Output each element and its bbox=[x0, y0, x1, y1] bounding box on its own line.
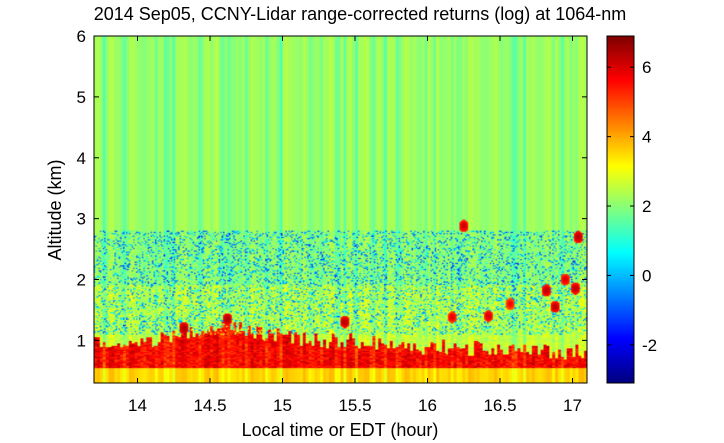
colorbar-frame bbox=[606, 35, 635, 384]
plot-frame bbox=[93, 35, 588, 384]
heatmap-plot: 14 14.5 15 15.5 16 16.5 17 1 2 3 4 5 6 bbox=[77, 27, 588, 415]
y-axis-label: Altitude (km) bbox=[45, 159, 65, 260]
x-tick-label: 14 bbox=[128, 396, 147, 415]
x-tick-label: 15 bbox=[273, 396, 292, 415]
x-tick-label: 16.5 bbox=[483, 396, 516, 415]
colorbar-tick-label: -2 bbox=[642, 336, 657, 355]
y-tick-label: 2 bbox=[77, 271, 86, 290]
x-axis: 14 14.5 15 15.5 16 16.5 17 bbox=[128, 36, 582, 415]
colorbar-tick-label: 2 bbox=[642, 197, 651, 216]
colorbar-tick-label: 0 bbox=[642, 266, 651, 285]
colorbar: -2 0 2 4 6 bbox=[606, 35, 657, 384]
x-tick-label: 15.5 bbox=[338, 396, 371, 415]
y-tick-label: 1 bbox=[77, 331, 86, 350]
colorbar-tick-label: 6 bbox=[642, 58, 651, 77]
x-tick-label: 16 bbox=[418, 396, 437, 415]
heatmap-image bbox=[94, 36, 587, 383]
x-tick-label: 17 bbox=[563, 396, 582, 415]
y-tick-label: 6 bbox=[77, 27, 86, 46]
x-axis-label: Local time or EDT (hour) bbox=[242, 420, 439, 440]
colorbar-ticks: -2 0 2 4 6 bbox=[607, 58, 657, 355]
chart-title: 2014 Sep05, CCNY-Lidar range-corrected r… bbox=[94, 4, 627, 24]
y-tick-label: 4 bbox=[77, 149, 86, 168]
colorbar-image bbox=[607, 36, 634, 383]
y-tick-label: 3 bbox=[77, 210, 86, 229]
colorbar-tick-label: 4 bbox=[642, 128, 651, 147]
x-tick-label: 14.5 bbox=[193, 396, 226, 415]
y-tick-label: 5 bbox=[77, 88, 86, 107]
y-axis: 1 2 3 4 5 6 bbox=[77, 27, 587, 350]
